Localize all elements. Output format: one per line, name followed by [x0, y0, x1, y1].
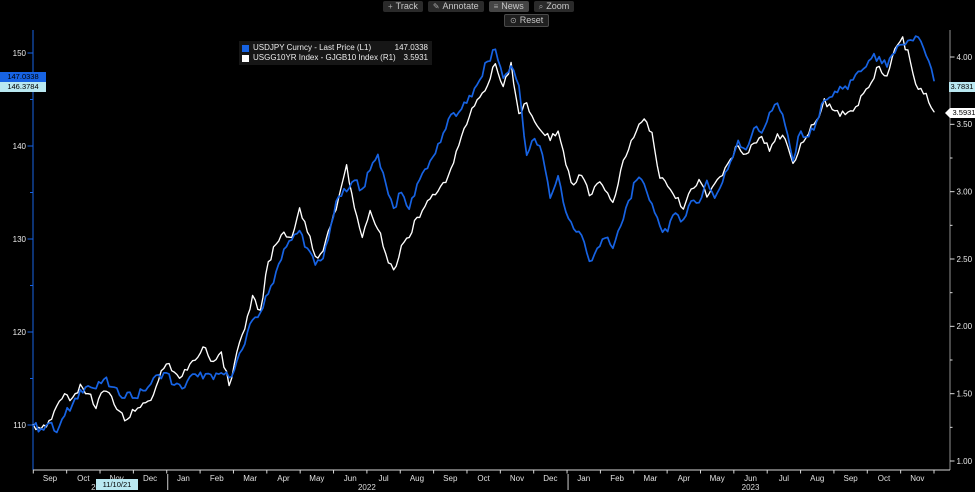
month-label: Dec [143, 474, 157, 483]
right-axis-label: 2.50 [957, 255, 973, 264]
track-button-label: Track [395, 1, 418, 11]
right-axis-label: 1.50 [957, 389, 973, 398]
right-axis-last-value-badge: 3.5931 [945, 108, 975, 118]
series-line-usdjpy [32, 35, 935, 434]
month-label: Mar [644, 474, 658, 483]
pencil-icon: ✎ [432, 2, 440, 11]
right-axis-label: 4.00 [957, 53, 973, 62]
month-label: Jul [779, 474, 789, 483]
month-label: Feb [210, 474, 224, 483]
year-label: 2023 [742, 483, 760, 492]
left-axis-label: 120 [13, 328, 27, 337]
month-label: Nov [510, 474, 524, 483]
reset-button-label: Reset [519, 15, 544, 25]
chart-start-date-badge: 11/10/21 [96, 479, 138, 490]
month-label: May [710, 474, 725, 483]
right-axis-label: 2.00 [957, 322, 973, 331]
month-label: Jan [177, 474, 190, 483]
track-crosshair-icon: + [388, 2, 393, 11]
reset-circle-icon: ⊙ [510, 16, 517, 25]
magnifier-icon: ⌕ [538, 2, 544, 11]
series-line-yield-spread [32, 36, 935, 431]
news-button[interactable]: ≡ News [488, 1, 529, 12]
left-axis-label: 150 [13, 49, 27, 58]
left-axis-label: 110 [13, 421, 26, 430]
series2-color-swatch [242, 54, 249, 62]
right-axis-label: 3.00 [957, 187, 973, 196]
news-lines-icon: ≡ [493, 2, 499, 11]
month-label: Jun [344, 474, 357, 483]
right-axis-track-value-badge: 3.7831 [949, 82, 975, 92]
month-label: Aug [810, 474, 824, 483]
annotate-button-label: Annotate [442, 1, 479, 11]
legend-series2-value: 3.5931 [403, 53, 428, 62]
month-label: Jan [577, 474, 590, 483]
month-label: May [309, 474, 324, 483]
legend-series-usdjpy[interactable]: USDJPY Curncy - Last Price (L1) 147.0338 [242, 43, 428, 53]
left-axis-last-price-badge: 147.0338 [0, 72, 46, 82]
month-label: Feb [610, 474, 624, 483]
month-label: Oct [77, 474, 90, 483]
left-axis-label: 140 [13, 142, 27, 151]
series1-color-swatch [242, 44, 249, 52]
month-label: Sep [843, 474, 858, 483]
zoom-button-label: Zoom [546, 1, 570, 11]
right-axis-label: 1.00 [957, 457, 973, 466]
track-button[interactable]: + Track [383, 1, 423, 12]
chart-toolbar: + Track ✎ Annotate ≡ News ⌕ Zoom [383, 1, 575, 12]
year-label: 2022 [358, 483, 376, 492]
month-label: Apr [678, 474, 691, 483]
month-label: Mar [243, 474, 257, 483]
legend-series-spread[interactable]: USGG10YR Index - GJGB10 Index (R1) 3.593… [242, 53, 428, 63]
month-label: Jul [378, 474, 388, 483]
right-axis-label: 3.50 [957, 120, 973, 129]
legend-series2-label: USGG10YR Index - GJGB10 Index (R1) [253, 53, 396, 62]
left-axis-label: 130 [13, 235, 27, 244]
month-label: Dec [543, 474, 557, 483]
reset-button[interactable]: ⊙ Reset [504, 14, 550, 27]
legend-series1-value: 147.0338 [394, 43, 428, 52]
left-axis-track-value-badge: 146.3784 [0, 82, 46, 92]
month-label: Oct [477, 474, 490, 483]
news-button-label: News [501, 1, 524, 11]
month-label: Sep [443, 474, 458, 483]
month-label: Nov [110, 474, 124, 483]
month-label: Aug [410, 474, 424, 483]
month-label: Jun [744, 474, 757, 483]
month-label: Oct [878, 474, 891, 483]
month-label: Sep [43, 474, 58, 483]
month-label: Apr [277, 474, 290, 483]
chart-legend: USDJPY Curncy - Last Price (L1) 147.0338… [239, 41, 432, 65]
annotate-button[interactable]: ✎ Annotate [427, 1, 484, 12]
zoom-button[interactable]: ⌕ Zoom [533, 1, 575, 12]
legend-series1-label: USDJPY Curncy - Last Price (L1) [253, 43, 372, 52]
month-label: Nov [910, 474, 924, 483]
